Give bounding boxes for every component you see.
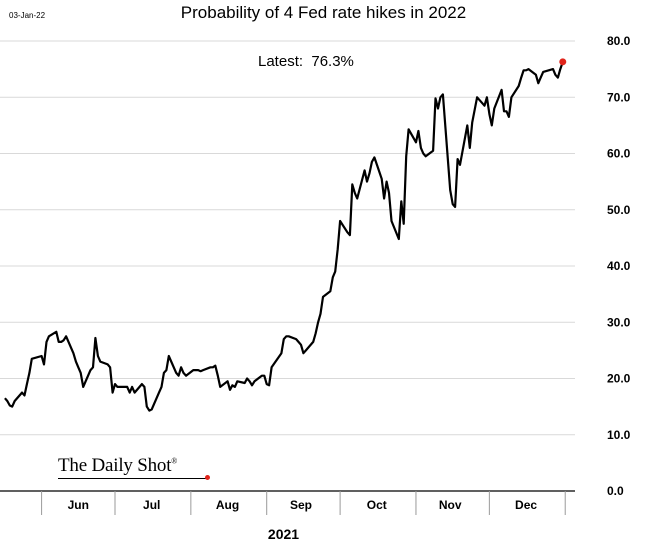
y-axis: 0.0 10.0 20.0 30.0 40.0 50.0 60.0 70.0 80.0 bbox=[607, 34, 631, 498]
x-tick-label: Jun bbox=[68, 498, 89, 512]
x-tick-label: Aug bbox=[216, 498, 239, 512]
x-tick-label: Jul bbox=[143, 498, 160, 512]
daily-shot-logo: The Daily Shot® bbox=[58, 455, 177, 477]
y-tick-label: 80.0 bbox=[607, 34, 631, 48]
x-tick-label: Oct bbox=[367, 498, 387, 512]
latest-value-label: Latest: 76.3% bbox=[258, 53, 354, 70]
x-tick-labels: Jun Jul Aug Sep Oct Nov Dec bbox=[68, 498, 538, 512]
chart-title: Probability of 4 Fed rate hikes in 2022 bbox=[180, 3, 467, 22]
x-axis bbox=[0, 490, 575, 515]
y-tick-label: 30.0 bbox=[607, 315, 631, 329]
x-tick-label: Sep bbox=[290, 498, 312, 512]
logo-underline bbox=[58, 478, 208, 479]
latest-point-marker bbox=[559, 58, 567, 66]
x-tick-label: Dec bbox=[515, 498, 537, 512]
gridlines bbox=[0, 40, 575, 436]
x-tick-label: Nov bbox=[439, 498, 462, 512]
date-stamp: 03-Jan-22 bbox=[9, 11, 46, 20]
y-tick-label: 40.0 bbox=[607, 259, 631, 273]
logo-dot bbox=[205, 475, 210, 480]
y-tick-label: 10.0 bbox=[607, 428, 631, 442]
logo-registered-mark: ® bbox=[171, 456, 178, 466]
y-tick-label: 20.0 bbox=[607, 372, 631, 386]
x-axis-label: 2021 bbox=[267, 526, 300, 542]
y-tick-label: 70.0 bbox=[607, 90, 631, 104]
series-line bbox=[4, 61, 564, 412]
y-tick-label: 50.0 bbox=[607, 203, 631, 217]
y-tick-label: 60.0 bbox=[607, 147, 631, 161]
logo-text: The Daily Shot bbox=[58, 455, 172, 476]
y-tick-label: 0.0 bbox=[607, 484, 624, 498]
